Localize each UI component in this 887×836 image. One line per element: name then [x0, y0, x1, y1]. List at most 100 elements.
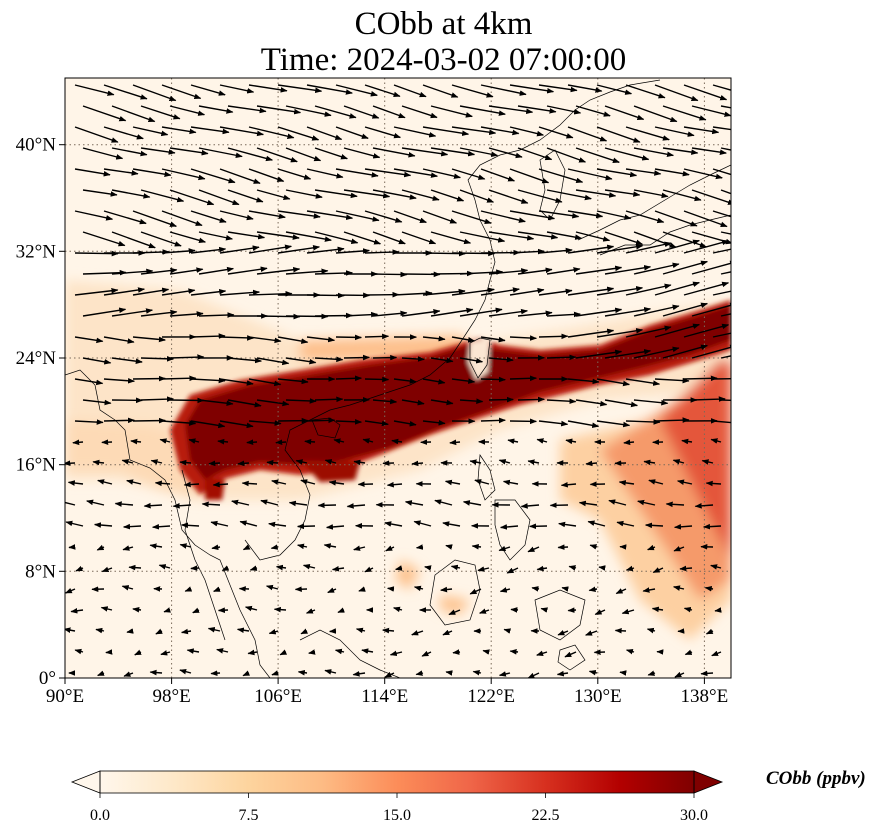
wind-arrow: [459, 357, 484, 364]
wind-arrow: [227, 399, 262, 408]
wind-arrow: [510, 607, 519, 613]
wind-arrow: [462, 500, 482, 506]
wind-arrow: [625, 283, 672, 296]
y-tick-label: 8°N: [25, 561, 56, 582]
wind-arrow: [711, 650, 722, 657]
wind-arrow: [273, 606, 287, 613]
wind-arrow: [111, 105, 156, 123]
wind-arrow: [618, 480, 635, 486]
wind-arrow: [594, 609, 606, 616]
wind-arrow: [111, 189, 151, 199]
wind-arrow: [694, 503, 714, 509]
wind-arrow: [372, 354, 398, 361]
wind-arrow: [111, 357, 143, 364]
wind-arrow: [411, 460, 424, 467]
wind-arrow: [74, 210, 114, 221]
wind-arrow: [401, 399, 425, 406]
wind-arrow: [712, 377, 731, 380]
wind-arrow: [248, 84, 288, 93]
wind-arrow: [82, 269, 127, 276]
wind-arrow: [161, 210, 203, 227]
wind-arrow: [625, 565, 635, 572]
wind-arrow: [596, 286, 644, 296]
wind-arrow: [502, 479, 519, 486]
wind-arrow: [536, 438, 548, 444]
wind-arrow: [111, 231, 156, 249]
wind-arrow: [219, 84, 255, 94]
wind-arrow: [271, 670, 279, 676]
wind-arrow: [691, 260, 731, 275]
wind-arrow: [575, 265, 623, 275]
wind-arrow: [333, 438, 345, 444]
wind-arrow: [314, 270, 353, 276]
wind-arrow: [334, 648, 345, 655]
wind-arrow: [285, 398, 317, 404]
wind-arrow: [82, 399, 112, 406]
wind-arrow: [105, 649, 113, 655]
wind-arrow: [198, 105, 234, 114]
wind-arrow: [596, 84, 633, 95]
wind-arrow: [568, 565, 577, 571]
wind-arrow: [192, 607, 200, 614]
wind-arrow: [132, 287, 170, 296]
wind-arrow: [647, 670, 656, 676]
wind-arrow: [74, 378, 104, 386]
wind-arrow: [506, 567, 519, 574]
wind-arrow: [654, 126, 695, 137]
wind-arrow: [415, 670, 424, 676]
wind-arrow: [488, 231, 535, 241]
wind-arrow: [665, 501, 685, 508]
wind-arrow: [314, 396, 344, 403]
wind-arrow: [364, 249, 400, 255]
wind-arrow: [179, 543, 192, 549]
wind-arrow: [227, 105, 267, 114]
wind-arrow: [271, 479, 287, 485]
wind-arrow: [451, 336, 476, 343]
wind-arrow: [248, 126, 295, 139]
wind-arrow: [482, 649, 490, 655]
wind-arrow: [355, 627, 366, 634]
wind-arrow: [488, 356, 514, 363]
colorbar-tick-label: 30.0: [680, 807, 708, 824]
wind-arrow: [190, 288, 227, 296]
wind-arrow: [82, 147, 124, 160]
wind-arrow: [74, 287, 119, 296]
wind-arrow: [305, 608, 316, 614]
wind-arrow: [207, 627, 221, 633]
wind-arrow: [565, 438, 577, 445]
wind-arrow: [712, 332, 731, 338]
wind-arrow: [480, 376, 506, 383]
wind-arrow: [372, 398, 398, 405]
wind-arrow: [317, 502, 337, 509]
wind-arrow: [509, 210, 556, 221]
wind-arrow: [201, 501, 221, 508]
wind-arrow: [712, 210, 731, 218]
wind-arrow: [480, 287, 520, 296]
wind-arrow: [662, 260, 708, 275]
wind-arrow: [190, 246, 227, 254]
wind-arrow: [615, 588, 627, 595]
wind-arrow: [134, 649, 142, 656]
wind-arrow: [126, 479, 142, 485]
wind-arrow: [480, 168, 516, 182]
wind-arrow: [488, 308, 528, 317]
wind-arrow: [326, 524, 345, 530]
y-tick-label: 40°N: [16, 135, 57, 156]
wind-arrow: [306, 246, 345, 254]
wind-arrow: [413, 585, 424, 592]
wind-arrow: [297, 543, 308, 550]
wind-arrow: [306, 84, 353, 95]
wind-arrow: [575, 307, 623, 317]
wind-arrow: [567, 84, 603, 93]
wind-arrow: [538, 168, 584, 184]
wind-arrow: [401, 105, 438, 119]
wind-arrow: [306, 417, 336, 424]
wind-arrow: [198, 399, 234, 406]
wind-arrow: [74, 336, 104, 344]
wind-arrow: [103, 168, 139, 176]
map-time: Time: 2024-03-02 07:00:00: [260, 42, 627, 78]
wind-arrow: [219, 378, 254, 386]
wind-arrow: [567, 126, 608, 142]
wind-arrow: [546, 231, 583, 240]
wind-arrow: [625, 210, 665, 224]
